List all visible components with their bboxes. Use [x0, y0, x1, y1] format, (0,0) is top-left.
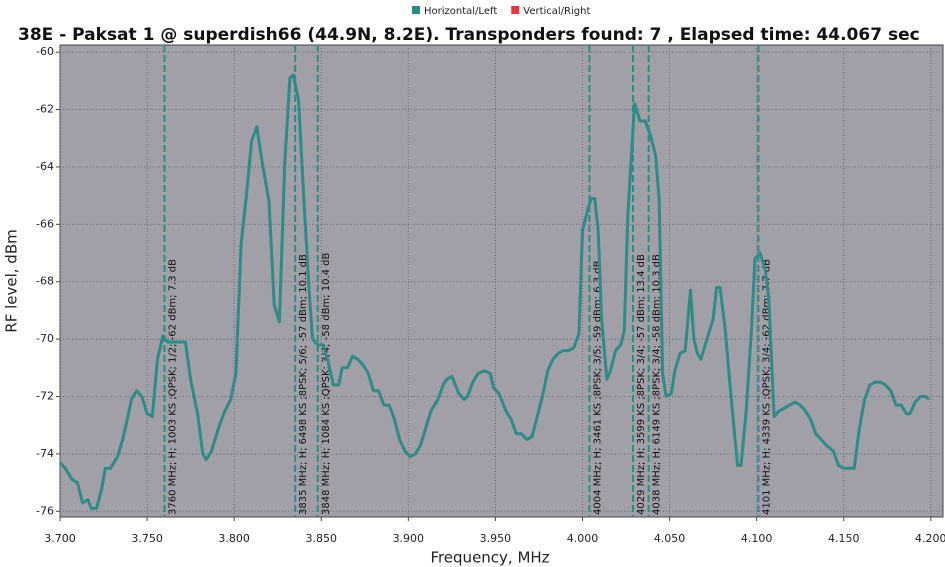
x-tick-label: 4.150 — [828, 532, 860, 545]
transponder-label: 4038 MHz; H; 6149 KS ;8PSK; 3/4; -58 dBm… — [652, 254, 663, 515]
x-tick-label: 4.000 — [567, 532, 599, 545]
y-tick-label: -68 — [36, 275, 54, 288]
transponder-label: 4029 MHz; H; 3599 KS ;8PSK; 3/4; -57 dBm… — [636, 254, 647, 515]
plot-area — [59, 44, 944, 518]
y-tick-label: -66 — [36, 217, 54, 230]
x-axis-label: Frequency, MHz — [430, 549, 549, 567]
y-axis-label: RF level, dBm — [3, 229, 21, 332]
x-tick-label: 3.950 — [480, 532, 512, 545]
x-tick-label: 3.850 — [305, 532, 337, 545]
y-tick-label: -62 — [36, 103, 54, 116]
y-tick-label: -70 — [36, 332, 54, 345]
y-tick-label: -74 — [36, 447, 54, 460]
transponder-label: 4101 MHz; H; 4339 KS ;QPSK; 3/4; -62 dBm… — [761, 259, 772, 515]
transponder-label: 3835 MHz; H; 6498 KS ;8PSK; 5/6; -57 dBm… — [298, 254, 309, 515]
y-tick-label: -76 — [36, 504, 54, 517]
chart-title: 38E - Paksat 1 @ superdish66 (44.9N, 8.2… — [18, 25, 920, 45]
y-tick-label: -64 — [36, 160, 54, 173]
x-tick-label: 3.750 — [131, 532, 163, 545]
y-tick-label: -72 — [36, 389, 54, 402]
legend-label: Vertical/Right — [523, 6, 590, 17]
y-tick-label: -60 — [36, 45, 54, 58]
series-line — [58, 73, 931, 510]
transponder-label: 3848 MHz; H; 1084 KS ;QPSK; 3/4; -58 dBm… — [321, 252, 332, 515]
transponder-label: 3760 MHz; H; 1003 KS ;QPSK; 1/2; -62 dBm… — [167, 259, 178, 515]
x-tick-label: 3.900 — [393, 532, 425, 545]
x-tick-label: 4.200 — [915, 532, 945, 545]
x-tick-label: 3.800 — [218, 532, 250, 545]
legend-swatch — [412, 6, 420, 14]
legend-label: Horizontal/Left — [424, 6, 497, 17]
x-tick-label: 4.100 — [741, 532, 773, 545]
transponder-label: 4004 MHz; H; 3461 KS ;8PSK; 3/5; -59 dBm… — [592, 260, 603, 515]
x-tick-label: 3.700 — [44, 532, 76, 545]
x-tick-label: 4.050 — [654, 532, 686, 545]
legend-swatch — [511, 6, 520, 14]
